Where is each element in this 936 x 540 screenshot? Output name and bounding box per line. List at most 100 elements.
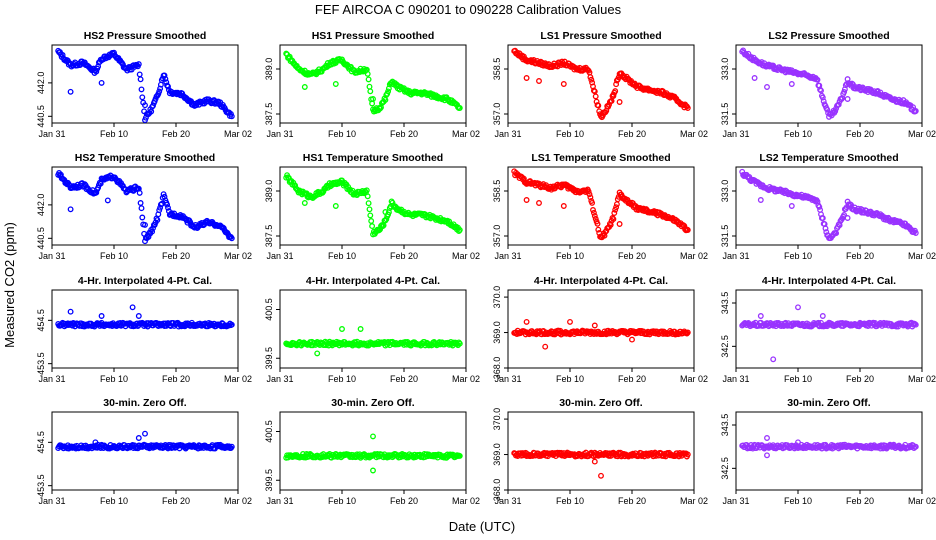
- x-tick-label: Mar 02: [680, 496, 708, 506]
- panel-title: LS2 Temperature Smoothed: [759, 152, 898, 164]
- data-point: [816, 203, 823, 210]
- panel-title: 30-min. Zero Off.: [331, 397, 415, 409]
- data-point: [137, 76, 144, 83]
- outlier-point: [523, 197, 530, 203]
- series-8: [55, 304, 235, 330]
- x-tick-label: Feb 20: [618, 129, 646, 139]
- x-tick-label: Mar 02: [908, 374, 936, 384]
- x-tick-label: Mar 02: [224, 251, 252, 261]
- data-point: [610, 216, 617, 223]
- y-tick-label: 368.0: [492, 479, 502, 502]
- outlier-point: [844, 215, 851, 221]
- outlier-point: [370, 433, 376, 440]
- y-tick-label: 399.5: [264, 469, 274, 492]
- x-tick-label: Mar 02: [680, 374, 708, 384]
- data-point: [684, 451, 691, 458]
- data-point: [228, 113, 235, 120]
- outlier-point: [370, 467, 376, 474]
- outlier-point: [142, 102, 148, 109]
- outlier-point: [795, 304, 801, 311]
- x-tick-label: Jan 31: [266, 129, 293, 139]
- x-tick-label: Feb 20: [162, 129, 190, 139]
- data-point: [369, 223, 376, 230]
- series-3: [739, 47, 919, 120]
- data-point: [588, 76, 595, 83]
- data-point: [456, 340, 463, 347]
- x-tick-label: Feb 20: [618, 374, 646, 384]
- y-tick-label: 389.0: [264, 58, 274, 81]
- panel-3: LS2 Pressure Smoothed Jan 31 Feb 10 Feb 20 M…: [720, 30, 936, 139]
- series-12: [55, 430, 235, 452]
- data-point: [364, 193, 371, 200]
- x-tick-label: Jan 31: [722, 374, 749, 384]
- outlier-point: [567, 318, 573, 325]
- data-point: [364, 70, 371, 77]
- outlier-point: [357, 326, 364, 332]
- outlier-point: [301, 84, 308, 90]
- x-tick-label: Feb 20: [162, 251, 190, 261]
- data-point: [819, 215, 826, 222]
- outlier-point: [751, 75, 758, 81]
- x-tick-label: Jan 31: [722, 251, 749, 261]
- data-point: [363, 187, 370, 194]
- y-tick-label: 358.5: [492, 58, 502, 81]
- x-tick-label: Mar 02: [224, 496, 252, 506]
- series-15: [739, 435, 919, 459]
- panel-title: HS1 Temperature Smoothed: [303, 152, 443, 164]
- data-point: [612, 206, 619, 213]
- data-point: [165, 83, 171, 90]
- x-tick-label: Feb 10: [556, 129, 584, 139]
- figure-y-axis-label: Measured CO2 (ppm): [2, 222, 17, 348]
- y-tick-label: 331.5: [720, 225, 730, 248]
- data-point: [586, 191, 593, 198]
- x-tick-label: Feb 20: [618, 496, 646, 506]
- y-tick-label: 342.5: [720, 335, 730, 358]
- data-point: [912, 108, 919, 114]
- outlier-point: [757, 197, 764, 203]
- x-tick-label: Feb 20: [618, 251, 646, 261]
- x-tick-label: Jan 31: [494, 374, 521, 384]
- data-point: [366, 83, 373, 90]
- outlier-point: [764, 435, 770, 441]
- y-tick-label: 357.0: [492, 225, 502, 248]
- y-tick-label: 453.5: [36, 352, 46, 375]
- y-tick-label: 333.0: [720, 58, 730, 81]
- y-tick-label: 369.0: [492, 321, 502, 344]
- y-tick-label: 387.5: [264, 103, 274, 126]
- outlier-point: [523, 318, 530, 325]
- series-6: [511, 168, 691, 241]
- x-tick-label: Feb 10: [556, 374, 584, 384]
- outlier-point: [610, 93, 617, 99]
- data-point: [165, 204, 171, 211]
- data-point: [684, 105, 691, 111]
- outlier-point: [591, 458, 598, 465]
- panel-13: 30-min. Zero Off. Jan 31 Feb 10 Feb 20 Mar 0…: [264, 397, 480, 506]
- x-tick-label: Jan 31: [266, 374, 293, 384]
- data-point: [136, 71, 143, 78]
- data-point: [587, 194, 594, 201]
- outlier-point: [332, 203, 339, 209]
- outlier-point: [135, 435, 142, 441]
- data-point: [595, 102, 602, 109]
- y-tick-label: 440.5: [36, 227, 46, 250]
- outlier-point: [788, 81, 795, 87]
- x-tick-label: Feb 10: [784, 251, 812, 261]
- panel-frame: [507, 411, 695, 491]
- x-tick-label: Feb 20: [846, 496, 874, 506]
- outlier-point: [332, 81, 339, 87]
- x-tick-label: Feb 10: [784, 496, 812, 506]
- figure-x-axis-label: Date (UTC): [449, 519, 515, 534]
- x-tick-label: Jan 31: [38, 251, 65, 261]
- series-10: [511, 318, 691, 350]
- x-tick-label: Feb 20: [162, 374, 190, 384]
- outlier-point: [67, 308, 74, 315]
- outlier-point: [598, 472, 604, 479]
- panel-10: 4-Hr. Interpolated 4-Pt. Cal. Jan 31 Feb 1…: [492, 275, 708, 384]
- y-tick-label: 442.0: [36, 194, 46, 217]
- data-point: [138, 86, 145, 93]
- panel-title: 30-min. Zero Off.: [559, 397, 643, 409]
- panel-frame: [735, 44, 923, 124]
- data-point: [613, 201, 620, 208]
- panel-grid: HS2 Pressure Smoothed Jan 31 Feb 10 Feb 20 M…: [36, 30, 936, 506]
- outlier-point: [542, 343, 549, 350]
